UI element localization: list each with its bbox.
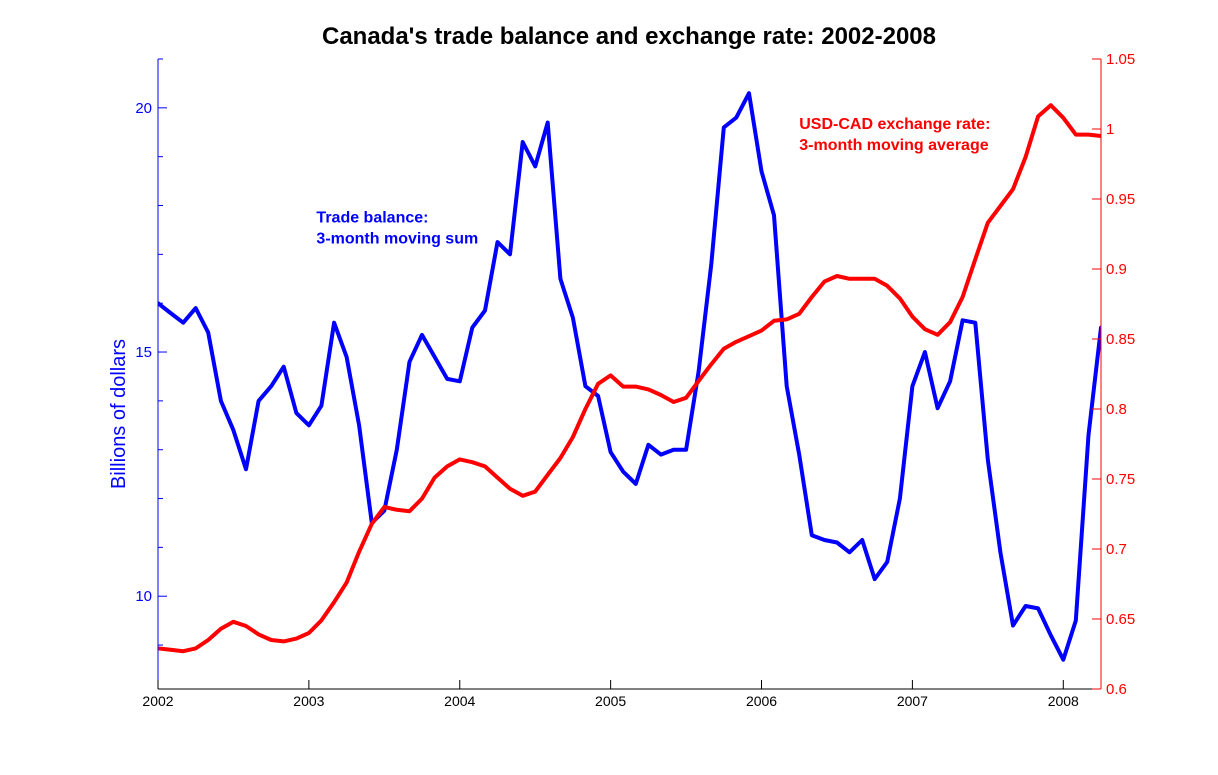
x-tick-label: 2006 — [746, 693, 777, 709]
trade-balance-series-line — [158, 91, 1101, 662]
trade-balance-annotation-line: 3-month moving sum — [316, 231, 478, 248]
chart-title: Canada's trade balance and exchange rate… — [322, 23, 936, 50]
y-right-tick-label: 0.9 — [1106, 261, 1127, 278]
x-tick-label: 2004 — [444, 693, 475, 709]
y-left-tick-label: 10 — [135, 588, 152, 605]
y-right-tick-label: 0.7 — [1106, 541, 1127, 558]
exchange-rate-series-line — [158, 103, 1101, 654]
y-right-tick-label: 0.65 — [1106, 611, 1135, 628]
ticks-layer: 2002 2003 2004 2005 2006 2007 2008 10 15 20 0.6 0.6… — [135, 51, 1135, 709]
trade-balance-annotation-line: Trade balance: — [316, 210, 428, 227]
x-tick-label: 2007 — [897, 693, 928, 709]
axes-layer — [157, 59, 1102, 690]
x-tick-label: 2005 — [595, 693, 626, 709]
y-right-tick-label: 1.05 — [1106, 51, 1135, 68]
x-tick-label: 2008 — [1048, 693, 1079, 709]
y-axis-label: Billions of dollars — [108, 339, 130, 489]
y-right-tick-label: 0.95 — [1106, 191, 1135, 208]
y-right-tick-label: 0.75 — [1106, 471, 1135, 488]
y-left-tick-label: 15 — [135, 344, 152, 361]
y-left-tick-label: 20 — [135, 100, 152, 117]
x-tick-label: 2003 — [293, 693, 324, 709]
x-tick-label: 2002 — [142, 693, 173, 709]
y-right-tick-label: 1 — [1106, 121, 1114, 138]
y-right-tick-label: 0.8 — [1106, 401, 1127, 418]
exchange-rate-annotation-line: USD-CAD exchange rate: — [799, 116, 990, 133]
y-right-tick-label: 0.85 — [1106, 331, 1135, 348]
exchange-rate-annotation-line: 3-month moving average — [799, 137, 988, 154]
series-layer — [158, 91, 1101, 662]
y-right-tick-label: 0.6 — [1106, 681, 1127, 698]
annotations-layer: Trade balance: 3-month moving sum USD-CAD … — [316, 116, 990, 248]
